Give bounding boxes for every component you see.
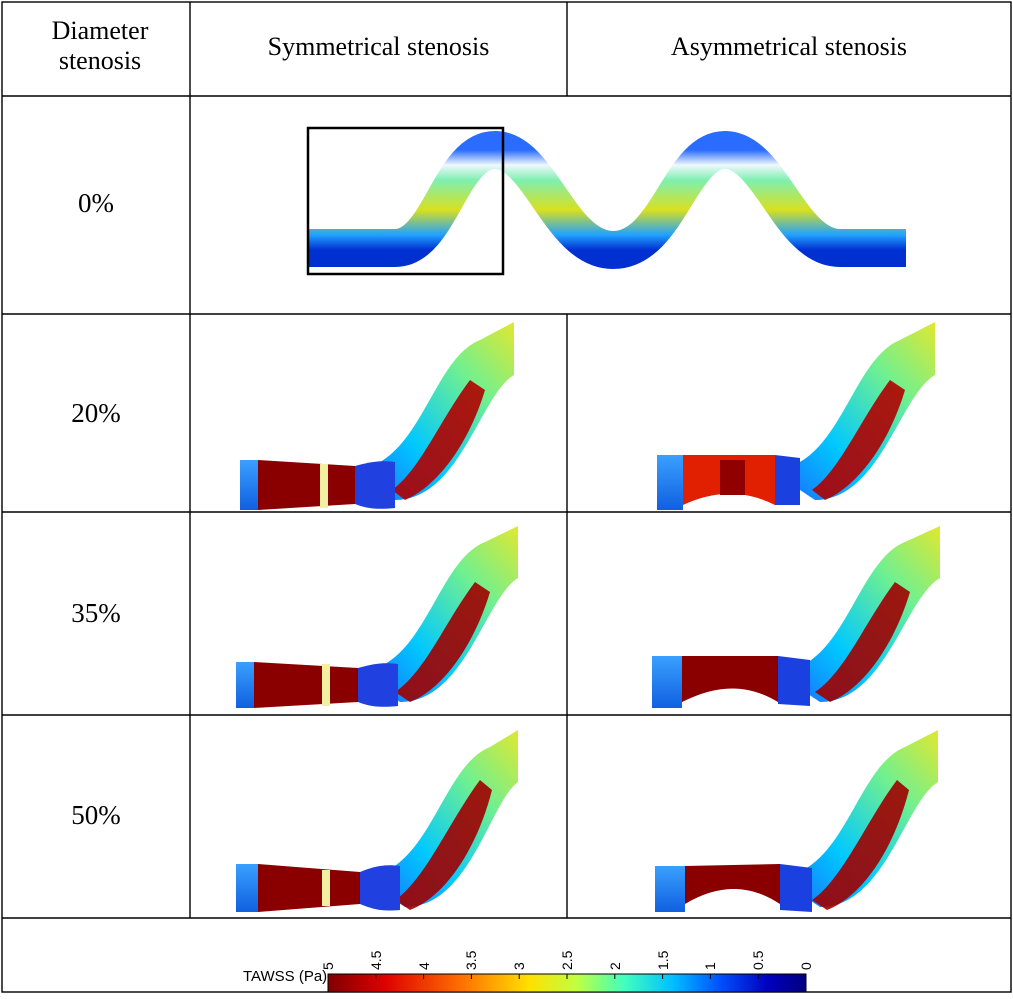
header-diameter-stenosis: Diameter stenosis: [51, 16, 149, 75]
colorbar: [327, 973, 807, 993]
colorbar-title: TAWSS (Pa): [243, 968, 328, 985]
row-label-50: 50%: [71, 800, 121, 830]
colorbar-tick-label: 3.5: [463, 950, 480, 970]
vessel-50-sym: [236, 730, 518, 912]
row-label-35: 35%: [71, 598, 121, 628]
row-label-0: 0%: [78, 188, 114, 218]
colorbar-tick-label: 0: [798, 962, 814, 970]
header-symmetrical: Symmetrical stenosis: [267, 32, 490, 61]
colorbar-tick-label: 1: [702, 962, 719, 970]
colorbar-tick-label: 4.5: [367, 950, 384, 970]
colorbar-tick-label: 2.5: [559, 950, 575, 970]
colorbar-tick-label: 1.5: [654, 950, 671, 970]
zoom-box: [306, 126, 505, 276]
vessel-35-asym: [652, 526, 940, 708]
colorbar-tick-label: 5: [320, 962, 336, 970]
colorbar-tick-label: 3: [511, 962, 528, 970]
vessel-35-sym: [236, 526, 518, 708]
colorbar-ticks: [327, 974, 807, 979]
colorbar-tick-label: 2: [606, 962, 623, 970]
row-label-20: 20%: [71, 398, 121, 428]
vessel-20-asym: [657, 322, 935, 510]
vessel-20-sym: [240, 322, 514, 510]
vessel-0pct: [306, 126, 906, 276]
colorbar-tick-label: 4: [415, 962, 432, 970]
colorbar-tick-label: 0.5: [750, 950, 767, 970]
vessel-50-asym: [655, 730, 938, 912]
header-asymmetrical: Asymmetrical stenosis: [670, 32, 908, 61]
